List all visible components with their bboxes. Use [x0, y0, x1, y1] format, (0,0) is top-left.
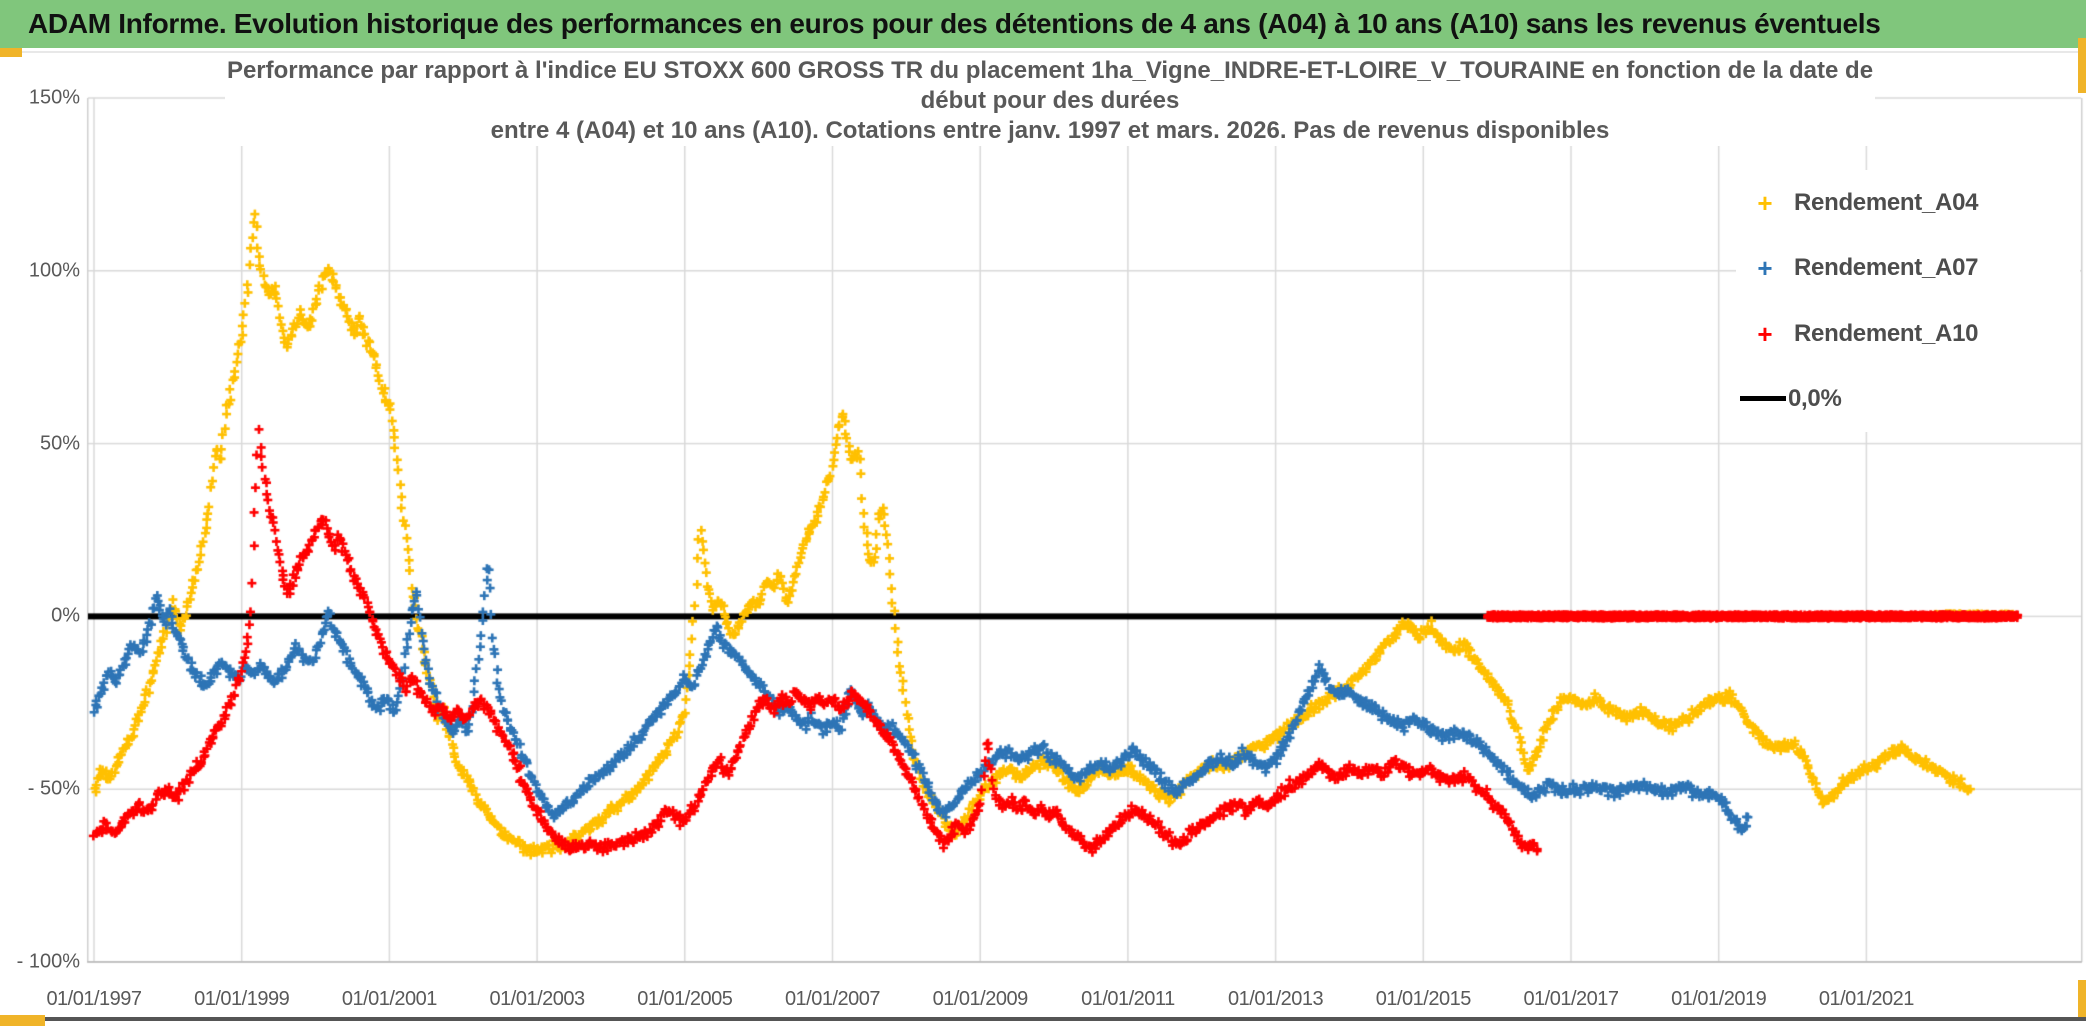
x-tick-label: 01/01/2019 — [1671, 988, 1767, 1010]
legend-label: 0,0% — [1788, 384, 1842, 412]
zero-line-swatch — [1740, 396, 1786, 402]
y-tick-label: 0% — [51, 604, 80, 627]
y-tick-label: 100% — [28, 259, 80, 282]
y-tick-label: - 100% — [16, 950, 80, 973]
legend-item-0-0-[interactable]: 0,0% — [1736, 374, 2080, 424]
y-tick-label: 150% — [28, 86, 80, 109]
legend: + Rendement_A04 + Rendement_A07 + Rendement_A… — [1736, 170, 2080, 432]
x-tick-label: 01/01/2001 — [341, 988, 438, 1010]
x-tick-label: 01/01/1997 — [46, 988, 142, 1010]
x-tick-label: 01/01/2017 — [1523, 988, 1619, 1010]
x-tick-label: 01/01/2021 — [1818, 988, 1915, 1010]
x-tick-label: 01/01/2009 — [932, 988, 1029, 1010]
chart-title-line-3: entre 4 (A04) et 10 ans (A10). Cotations… — [490, 117, 1610, 144]
x-tick-label: 01/01/2015 — [1375, 988, 1472, 1010]
legend-label: Rendement_A04 — [1794, 189, 1979, 216]
y-tick-label: - 50% — [27, 777, 80, 800]
legend-label: Rendement_A07 — [1794, 254, 1979, 282]
x-tick-label: 01/01/2003 — [489, 988, 586, 1010]
x-tick-label: 01/01/2011 — [1081, 988, 1175, 1010]
x-tick-label: 01/01/2013 — [1228, 988, 1324, 1010]
legend-label: Rendement_A10 — [1794, 319, 1979, 347]
chart-title-line-1: Performance par rapport à l'indice EU ST… — [226, 57, 1874, 84]
legend-item-rendement-a07[interactable]: + Rendement_A07 — [1736, 243, 2080, 293]
chart-title-line-2: début pour des durées — [920, 87, 1180, 114]
plus-marker-icon: + — [1757, 253, 1773, 284]
x-tick-label: 01/01/2007 — [784, 988, 881, 1010]
legend-item-rendement-a04[interactable]: + Rendement_A04 — [1736, 178, 2080, 228]
plus-marker-icon: + — [1757, 318, 1773, 349]
x-tick-label: 01/01/1999 — [194, 988, 290, 1010]
plus-marker-icon: + — [1757, 188, 1773, 218]
legend-item-rendement-a10[interactable]: + Rendement_A10 — [1736, 309, 2080, 359]
x-tick-label: 01/01/2005 — [637, 988, 733, 1010]
chart-title: Performance par rapport à l'indice EU ST… — [225, 56, 1875, 146]
y-tick-label: 50% — [39, 432, 80, 455]
